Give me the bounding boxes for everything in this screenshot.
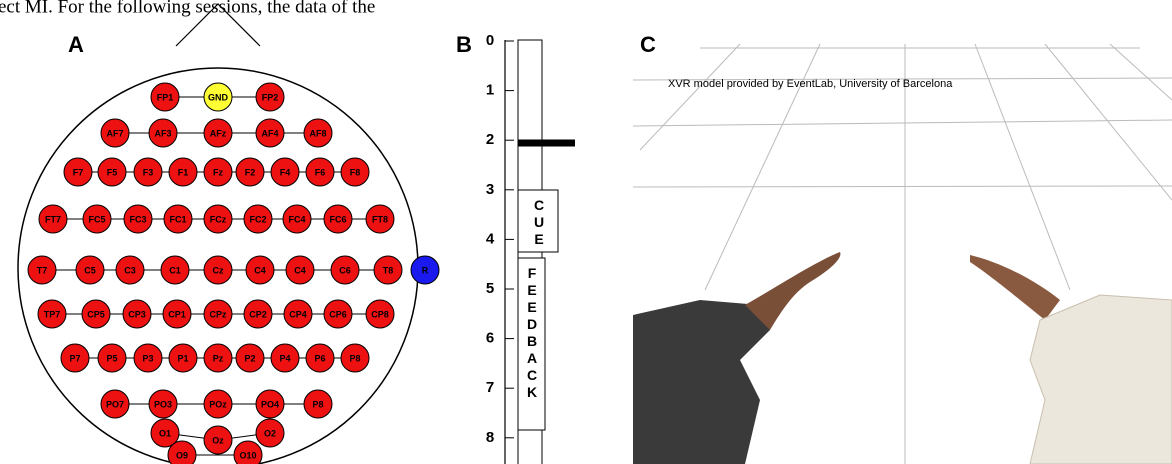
electrode-label: GND xyxy=(208,92,229,102)
electrode-label: FC1 xyxy=(169,214,186,224)
electrode-label: C6 xyxy=(339,265,351,275)
tick-label: 1 xyxy=(486,82,494,99)
electrode-label: R xyxy=(422,265,429,275)
electrode-label: FT7 xyxy=(45,214,61,224)
electrode-label: F4 xyxy=(280,167,291,177)
electrode-label: C3 xyxy=(124,265,136,275)
electrode-label: FC6 xyxy=(329,214,346,224)
electrode-label: F2 xyxy=(245,167,256,177)
electrode-label: TP7 xyxy=(44,309,61,319)
feedback-label: FEEDBACK xyxy=(524,265,540,401)
tick-label: 3 xyxy=(486,181,494,198)
right-sleeve xyxy=(1030,295,1172,464)
electrode-label: P1 xyxy=(177,353,188,363)
tick-label: 4 xyxy=(486,230,495,247)
electrode-label: CP5 xyxy=(87,309,105,319)
electrode-label: P7 xyxy=(69,353,80,363)
tick-label: 8 xyxy=(486,429,494,446)
electrode-label: FT8 xyxy=(372,214,388,224)
right-hand xyxy=(970,255,1060,320)
cue-label: CUE xyxy=(531,197,547,248)
electrode-label: P5 xyxy=(106,353,117,363)
electrode-label: P8 xyxy=(349,353,360,363)
electrode-label: F6 xyxy=(315,167,326,177)
electrode-label: FCz xyxy=(210,214,227,224)
electrode-label: T8 xyxy=(383,265,394,275)
electrode-label: CP4 xyxy=(289,309,307,319)
electrode-label: O9 xyxy=(176,450,188,460)
electrode-label: C1 xyxy=(169,265,181,275)
electrode-label: AF4 xyxy=(261,128,278,138)
electrode-label: Cz xyxy=(213,265,224,275)
electrode-label: FC2 xyxy=(249,214,266,224)
tick-label: 2 xyxy=(486,131,494,148)
electrode-label: F8 xyxy=(350,167,361,177)
electrode-label: CP3 xyxy=(128,309,146,319)
electrode-label: CP6 xyxy=(329,309,347,319)
left-sleeve xyxy=(633,300,770,464)
electrode-label: P4 xyxy=(279,353,290,363)
tick-label: 0 xyxy=(486,32,494,49)
electrode-label: Pz xyxy=(213,353,224,363)
electrode-label: F5 xyxy=(107,167,118,177)
electrode-label: CPz xyxy=(209,309,227,319)
tick-label: 5 xyxy=(486,280,494,297)
electrode-label: AF7 xyxy=(106,128,123,138)
left-hand xyxy=(745,252,840,330)
electrode-label: O10 xyxy=(239,450,256,460)
panel-label: A xyxy=(68,32,84,57)
electrode-label: C4 xyxy=(254,265,266,275)
electrode-label: FP1 xyxy=(157,92,174,102)
panel-label: B xyxy=(456,32,472,57)
electrode-label: PO3 xyxy=(154,399,172,409)
electrode-label: O2 xyxy=(264,428,276,438)
electrode-label: AFz xyxy=(210,128,227,138)
electrode-label: FC3 xyxy=(129,214,146,224)
tick-label: 7 xyxy=(486,379,494,396)
electrode-label: C5 xyxy=(84,265,96,275)
electrode-label: POz xyxy=(209,399,227,409)
electrode-layer: FP1 GND FP2 AF7 AF3 AFz AF4 AF8 F7 F5 F3 F1 Fz F2 F4 F6… xyxy=(28,83,439,464)
electrode-label: F3 xyxy=(143,167,154,177)
electrode-label: F1 xyxy=(178,167,189,177)
electrode-label: C4 xyxy=(294,265,306,275)
electrode-label: FC4 xyxy=(288,214,305,224)
electrode-label: CP2 xyxy=(249,309,267,319)
tick-label: 6 xyxy=(486,330,494,347)
electrode-label: T7 xyxy=(37,265,48,275)
electrode-label: AF3 xyxy=(154,128,171,138)
electrode-label: P6 xyxy=(314,353,325,363)
electrode-label: P8 xyxy=(312,399,323,409)
electrode-label: P2 xyxy=(244,353,255,363)
electrode-label: P3 xyxy=(142,353,153,363)
electrode-label: CP1 xyxy=(168,309,186,319)
electrode-label: Fz xyxy=(213,167,223,177)
credit-text: XVR model provided by EventLab, Universi… xyxy=(668,78,953,90)
panel-label: C xyxy=(640,32,656,57)
figure: ect MI. For the following sessions, the … xyxy=(0,0,1172,464)
electrode-label: F7 xyxy=(73,167,84,177)
header-text: ect MI. For the following sessions, the … xyxy=(0,0,375,17)
electrode-label: O1 xyxy=(159,428,171,438)
electrode-label: FP2 xyxy=(262,92,279,102)
electrode-label: CP8 xyxy=(371,309,389,319)
vr-scene xyxy=(633,44,1172,464)
tick-layer: 0 1 2 3 4 5 6 7 8 xyxy=(486,32,514,446)
electrode-label: FC5 xyxy=(88,214,105,224)
electrode-label: Oz xyxy=(212,435,224,445)
electrode-label: PO4 xyxy=(261,399,279,409)
electrode-label: AF8 xyxy=(309,128,326,138)
electrode-label: PO7 xyxy=(106,399,124,409)
